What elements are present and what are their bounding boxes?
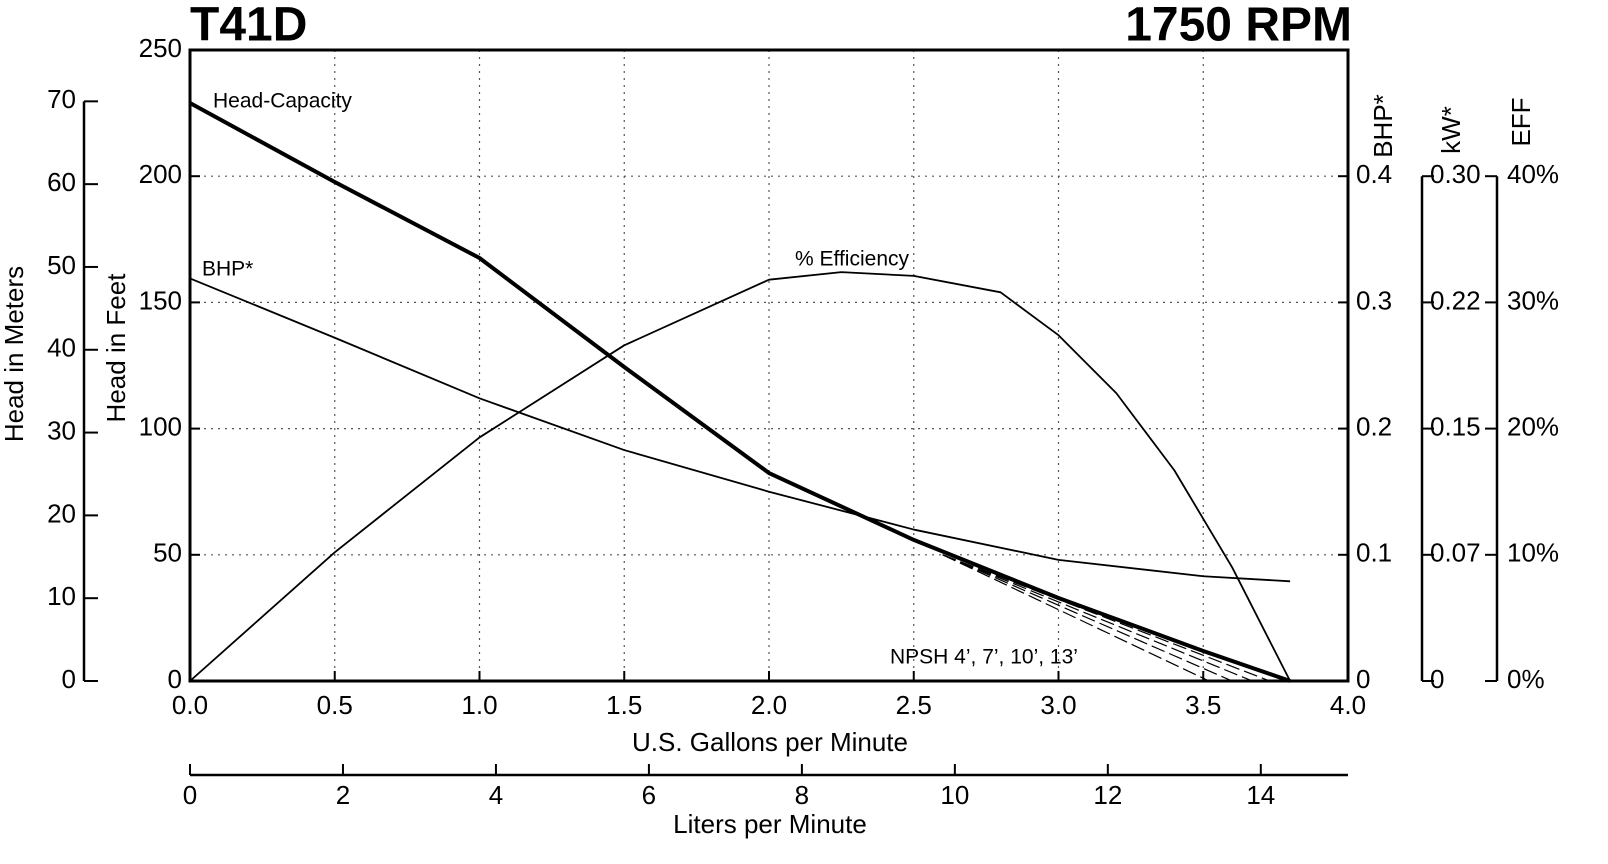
x-tick-label: 4.0 <box>1330 690 1366 720</box>
bhp-tick-label: 0.1 <box>1356 538 1392 568</box>
kw-tick-label: 0.22 <box>1430 285 1481 315</box>
y-tick-label: 150 <box>139 285 182 315</box>
x2-tick-label: 4 <box>489 780 503 810</box>
npsh-curve <box>942 554 1233 682</box>
eff-tick-label: 0% <box>1507 664 1545 694</box>
eff-tick-label: 40% <box>1507 159 1559 189</box>
npsh-label: NPSH 4’, 7’, 10’, 13’ <box>890 646 1078 669</box>
x2-tick-label: 12 <box>1093 780 1122 810</box>
kw-axis-title: kW* <box>1436 106 1466 154</box>
y-tick-label: 100 <box>139 411 182 441</box>
meters-tick-label: 50 <box>47 250 76 280</box>
x-tick-label: 2.5 <box>896 690 932 720</box>
bhp-tick-label: 0 <box>1356 664 1370 694</box>
x-tick-label: 1.5 <box>606 690 642 720</box>
eff-tick-label: 20% <box>1507 411 1559 441</box>
x-tick-label: 2.0 <box>751 690 787 720</box>
meters-tick-label: 70 <box>47 84 76 114</box>
y-tick-label: 50 <box>153 538 182 568</box>
y-tick-label: 200 <box>139 159 182 189</box>
kw-tick-label: 0 <box>1430 664 1444 694</box>
meters-tick-label: 20 <box>47 498 76 528</box>
npsh-curve <box>942 554 1253 682</box>
meters-axis-title: Head in Meters <box>0 266 29 442</box>
series-line <box>189 101 1291 683</box>
meters-tick-label: 30 <box>47 415 76 445</box>
x2-tick-label: 10 <box>940 780 969 810</box>
series-label: Head-Capacity <box>213 90 352 113</box>
meters-tick-label: 0 <box>62 664 76 694</box>
bhp-axis-title: BHP* <box>1368 94 1398 158</box>
x-tick-label: 1.0 <box>461 690 497 720</box>
x2-tick-label: 0 <box>183 780 197 810</box>
y-tick-label: 250 <box>139 33 182 63</box>
eff-axis-title: EFF <box>1506 97 1536 146</box>
bhp-tick-label: 0.2 <box>1356 411 1392 441</box>
bhp-tick-label: 0.3 <box>1356 285 1392 315</box>
x2-tick-label: 6 <box>642 780 656 810</box>
npsh-curve <box>942 554 1210 682</box>
x-tick-label: 0.0 <box>172 690 208 720</box>
x2-axis-title: Liters per Minute <box>673 809 867 839</box>
series-line <box>189 271 1291 682</box>
kw-tick-label: 0.15 <box>1430 411 1481 441</box>
kw-tick-label: 0.30 <box>1430 159 1481 189</box>
y-tick-label: 0 <box>168 664 182 694</box>
meters-tick-label: 40 <box>47 333 76 363</box>
series-line <box>189 277 1291 583</box>
x-tick-label: 3.5 <box>1185 690 1221 720</box>
kw-tick-label: 0.07 <box>1430 538 1481 568</box>
y-axis-title: Head in Feet <box>101 273 131 423</box>
chart-subtitle: 1750 RPM <box>1125 0 1352 52</box>
bhp-tick-label: 0.4 <box>1356 159 1392 189</box>
x-axis-title: U.S. Gallons per Minute <box>632 727 908 757</box>
meters-tick-label: 10 <box>47 581 76 611</box>
x2-tick-label: 2 <box>336 780 350 810</box>
x-tick-label: 3.0 <box>1040 690 1076 720</box>
series-label: BHP* <box>202 258 253 281</box>
x2-tick-label: 8 <box>795 780 809 810</box>
eff-tick-label: 30% <box>1507 285 1559 315</box>
npsh-curve <box>942 554 1271 682</box>
eff-tick-label: 10% <box>1507 538 1559 568</box>
x2-tick-label: 14 <box>1246 780 1275 810</box>
chart-title: T41D <box>190 0 307 52</box>
series-label: % Efficiency <box>795 248 909 271</box>
meters-tick-label: 60 <box>47 167 76 197</box>
x-tick-label: 0.5 <box>317 690 353 720</box>
